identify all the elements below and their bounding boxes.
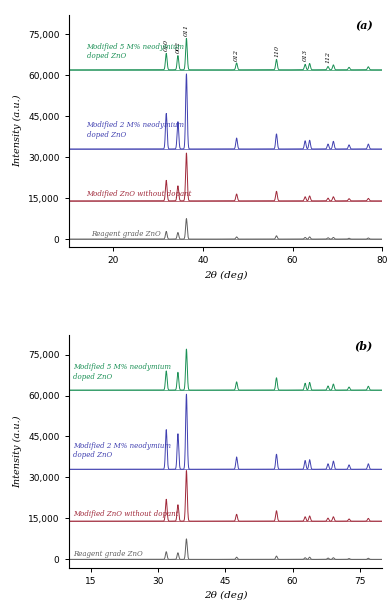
Text: Modified ZnO without dopant: Modified ZnO without dopant (73, 510, 179, 518)
Text: 112: 112 (325, 51, 330, 63)
Text: Modified ZnO without dopant: Modified ZnO without dopant (87, 189, 192, 197)
Text: 013: 013 (303, 49, 308, 61)
Text: 110: 110 (275, 46, 280, 57)
Y-axis label: Intensity (a.u.): Intensity (a.u.) (13, 95, 22, 168)
Text: Reagent grade ZnO: Reagent grade ZnO (73, 550, 143, 558)
Text: 002: 002 (175, 41, 180, 53)
Text: (b): (b) (354, 340, 373, 351)
Text: 010: 010 (164, 39, 169, 51)
X-axis label: 2θ (deg): 2θ (deg) (204, 591, 247, 600)
Text: Reagent grade ZnO: Reagent grade ZnO (91, 229, 161, 238)
Text: Modified 5 M% neodymium
doped ZnO: Modified 5 M% neodymium doped ZnO (87, 43, 185, 60)
Text: 011: 011 (184, 24, 189, 36)
Text: Modified 5 M% neodymium
doped ZnO: Modified 5 M% neodymium doped ZnO (73, 364, 171, 381)
Text: Modified 2 M% neodymium
doped ZnO: Modified 2 M% neodymium doped ZnO (87, 121, 185, 138)
Y-axis label: Intensity (a.u.): Intensity (a.u.) (13, 415, 22, 488)
Text: (a): (a) (355, 20, 373, 31)
X-axis label: 2θ (deg): 2θ (deg) (204, 271, 247, 280)
Text: 012: 012 (234, 49, 239, 61)
Text: Modified 2 M% neodymium
doped ZnO: Modified 2 M% neodymium doped ZnO (73, 442, 171, 459)
